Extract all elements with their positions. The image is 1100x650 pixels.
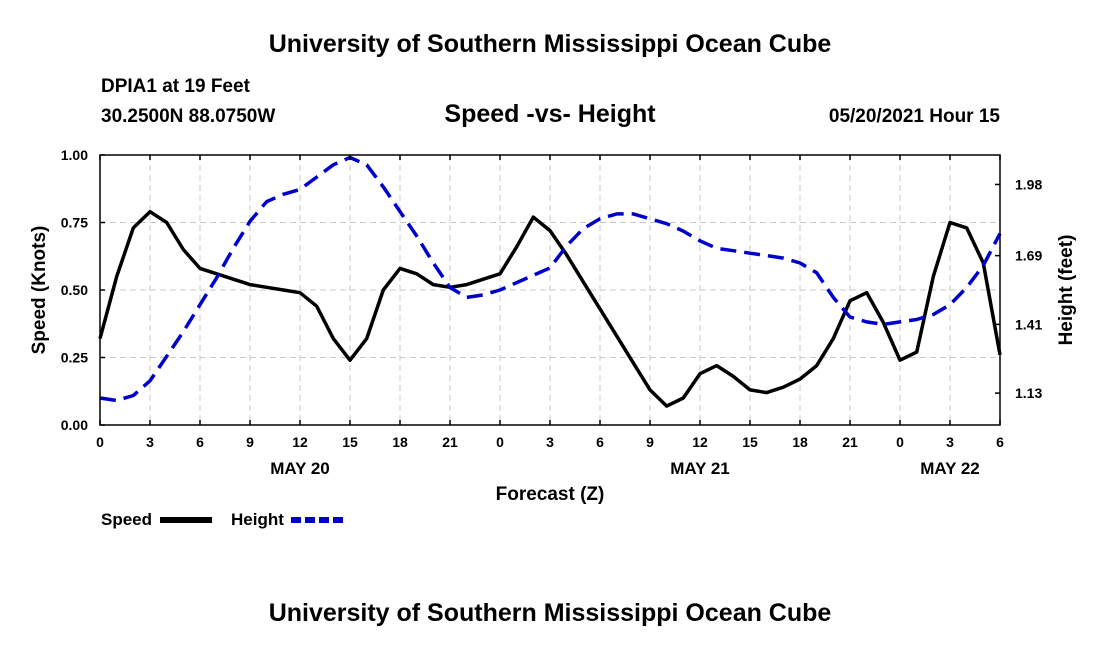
x-tick-label: 18: [392, 434, 408, 450]
footer-title: University of Southern Mississippi Ocean…: [268, 599, 832, 627]
station-label: DPIA1 at 19 Feet: [101, 76, 250, 97]
x-axis-label: Forecast (Z): [496, 484, 605, 505]
x-tick-label: 6: [596, 434, 604, 450]
x-tick-label: 3: [546, 434, 554, 450]
x-tick-label: 9: [646, 434, 654, 450]
forecast-timestamp: 05/20/2021 Hour 15: [828, 106, 1000, 127]
x-tick-label: 15: [742, 434, 758, 450]
height-series-line: [99, 155, 1002, 403]
chart-title: Speed -vs- Height: [444, 100, 656, 128]
x-tick-label: 18: [792, 434, 808, 450]
y-tick-label: 0.00: [61, 417, 88, 433]
x-tick-label: 3: [946, 434, 954, 450]
y2-axis-label: Height (feet): [1056, 235, 1077, 346]
x-tick-label: 21: [442, 434, 458, 450]
speed-series-line: [98, 209, 1002, 408]
x-tick-label: 6: [996, 434, 1004, 450]
x-tick-label: 0: [896, 434, 904, 450]
y2-tick-label: 1.69: [1015, 248, 1042, 264]
y2-tick-label: 1.13: [1015, 385, 1042, 401]
x-tick-label: 0: [96, 434, 104, 450]
legend-label-height: Height: [231, 510, 284, 529]
date-label: MAY 21: [670, 459, 730, 478]
y-tick-label: 0.50: [61, 282, 88, 298]
date-label: MAY 22: [920, 459, 980, 478]
y-tick-label: 0.25: [61, 350, 88, 366]
y-tick-label: 0.75: [61, 215, 88, 231]
x-tick-label: 12: [692, 434, 708, 450]
y2-tick-label: 1.98: [1015, 176, 1042, 192]
x-tick-label: 9: [246, 434, 254, 450]
y-axis-label: Speed (Knots): [29, 226, 50, 355]
x-tick-label: 3: [146, 434, 154, 450]
x-tick-label: 0: [496, 434, 504, 450]
date-label: MAY 20: [270, 459, 330, 478]
legend-label-speed: Speed: [101, 510, 152, 529]
page-title: University of Southern Mississippi Ocean…: [268, 30, 832, 58]
y-tick-label: 1.00: [61, 147, 88, 163]
x-tick-label: 15: [342, 434, 358, 450]
x-tick-label: 6: [196, 434, 204, 450]
x-tick-label: 12: [292, 434, 308, 450]
y2-tick-label: 1.41: [1015, 316, 1042, 332]
station-coordinates: 30.2500N 88.0750W: [101, 106, 276, 127]
x-tick-label: 21: [842, 434, 858, 450]
